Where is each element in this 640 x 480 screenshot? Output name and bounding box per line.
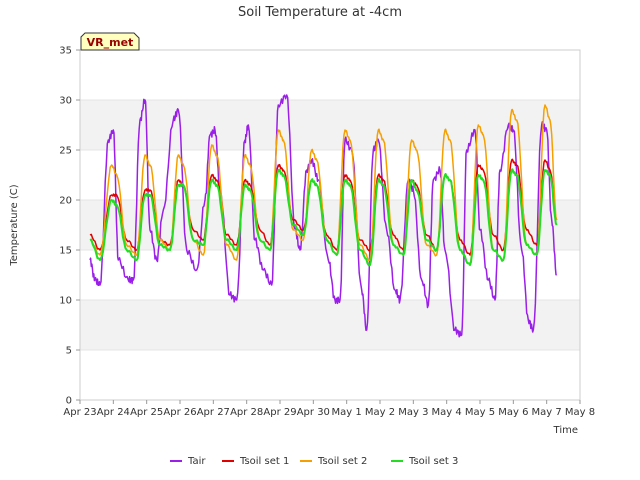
x-tick-label: May 4 [432,407,462,418]
x-tick-label: Apr 26 [163,407,196,418]
series-line-tair [89,94,557,338]
x-tick-label: May 3 [398,407,428,418]
y-tick-label: 0 [66,396,72,407]
legend-label: Tsoil set 2 [317,456,367,467]
x-tick-label: May 1 [332,407,362,418]
x-tick-label: May 2 [365,407,395,418]
x-tick-label: Apr 28 [230,407,263,418]
x-axis-ticks: Apr 23 Apr 24 Apr 25 Apr 26 Apr 27 Apr 28 Apr … [63,400,595,418]
x-tick-label: Apr 30 [297,407,330,418]
legend-label: Tsoil set 1 [239,456,289,467]
plot-frame [79,49,581,401]
y-axis-ticks: 0 5 10 15 20 25 30 35 [59,46,80,407]
x-tick-label: Apr 24 [97,407,130,418]
annotation-text: VR_met [87,36,134,49]
series-lines [89,94,558,338]
y-tick-label: 25 [59,146,72,157]
annotation-box [80,32,140,51]
x-tick-label: Apr 25 [130,407,163,418]
y-tick-label: 15 [59,246,72,257]
x-tick-label: Apr 29 [263,407,296,418]
plot-band [80,300,580,350]
legend-label: Tsoil set 3 [408,456,458,467]
series-line-tsoil-set-3 [89,168,558,267]
x-tick-label: Apr 27 [197,407,230,418]
y-tick-label: 30 [59,96,72,107]
x-tick-label: May 8 [565,407,595,418]
legend: Tair Tsoil set 1 Tsoil set 2 Tsoil set 3 [170,456,458,467]
plot-band [80,100,580,150]
x-tick-label: Apr 23 [63,407,96,418]
legend-label: Tair [187,456,206,467]
y-tick-label: 35 [59,46,72,57]
y-tick-label: 20 [59,196,72,207]
vr-met-annotation: VR_met [80,32,140,51]
y-axis-label: Temperature (C) [9,184,20,266]
chart-title: Soil Temperature at -4cm [238,5,402,20]
y-tick-label: 5 [66,346,72,357]
x-tick-label: May 5 [465,407,495,418]
x-tick-label: May 7 [532,407,562,418]
y-tick-label: 10 [59,296,72,307]
x-tick-label: May 6 [498,407,528,418]
x-axis-label: Time [553,425,578,436]
